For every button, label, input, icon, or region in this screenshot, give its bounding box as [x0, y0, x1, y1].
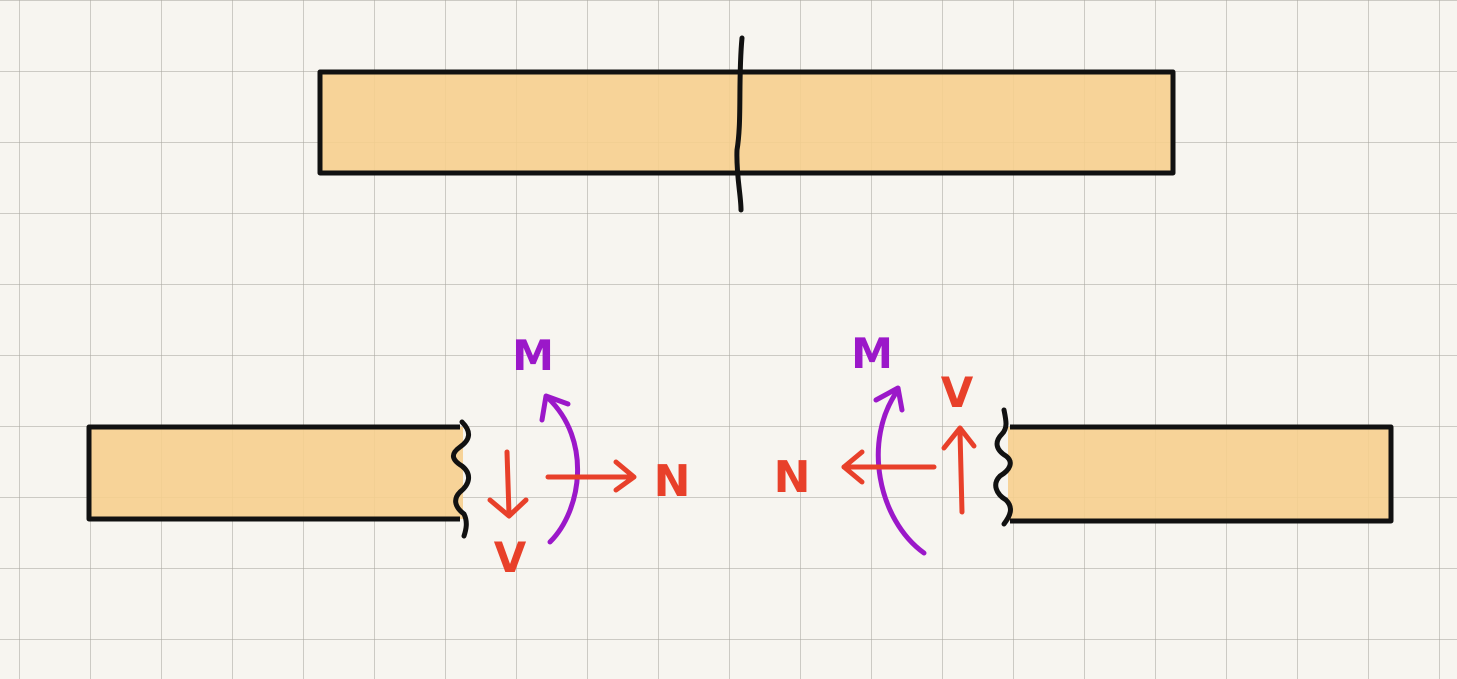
full-beam — [317, 35, 1176, 213]
right-shear-label: V — [941, 368, 974, 417]
right-break-line — [993, 407, 1013, 527]
left-moment-arrowhead-icon — [539, 393, 571, 423]
left-break-line — [451, 419, 471, 539]
right-moment-label: M — [851, 329, 893, 378]
left-normal-label: N — [654, 456, 691, 507]
left-normal-arrowhead-icon — [613, 459, 637, 493]
right-segment-body — [1008, 427, 1391, 521]
left-internal-forces: M V N — [487, 331, 691, 582]
left-segment-outline — [86, 424, 460, 522]
left-beam-segment — [86, 419, 471, 539]
left-moment-arc-icon — [545, 395, 580, 545]
right-moment-arc-icon — [875, 387, 927, 556]
right-internal-forces: M V N — [774, 329, 977, 556]
right-beam-segment — [993, 407, 1394, 527]
right-normal-label: N — [774, 452, 811, 503]
full-beam-body — [317, 69, 1176, 176]
right-shear-arrowhead-icon — [941, 425, 977, 451]
left-moment-label: M — [512, 331, 554, 380]
right-normal-arrowhead-icon — [841, 449, 865, 485]
left-shear-arrow-icon — [504, 449, 512, 517]
left-segment-body — [88, 427, 463, 519]
right-shear-arrow-icon — [957, 429, 965, 515]
cut-line — [734, 35, 745, 213]
right-segment-outline — [1010, 424, 1394, 524]
right-moment-arrowhead-icon — [873, 385, 905, 413]
left-shear-label: V — [494, 533, 527, 582]
left-shear-arrowhead-icon — [487, 497, 529, 519]
